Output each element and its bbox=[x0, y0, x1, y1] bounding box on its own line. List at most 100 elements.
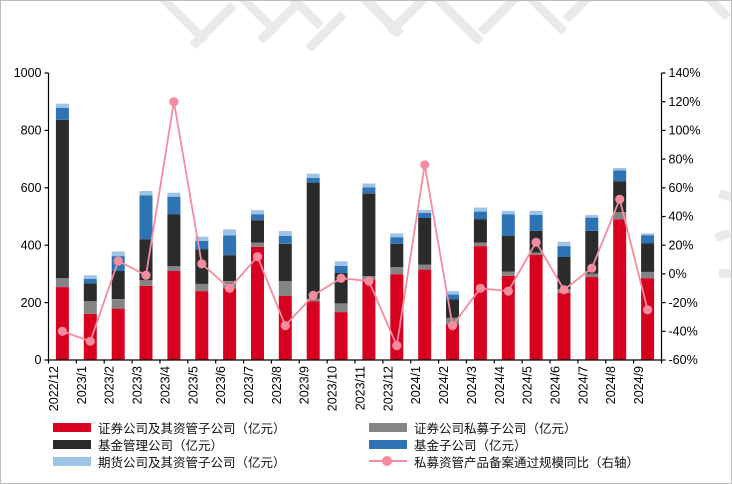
bar-segment bbox=[167, 192, 181, 197]
x-category-label: 2023/10 bbox=[326, 366, 340, 411]
bar-segment bbox=[251, 210, 264, 215]
bar-segment bbox=[167, 196, 181, 215]
bar-segment bbox=[306, 301, 320, 360]
bar-segment bbox=[139, 280, 153, 286]
bar-series-group bbox=[55, 103, 655, 361]
bar-segment bbox=[585, 215, 599, 218]
bar-segment bbox=[557, 241, 571, 247]
bar-segment bbox=[195, 283, 209, 292]
x-category-label: 2023/1 bbox=[75, 366, 89, 404]
right-tick-label: 140% bbox=[669, 66, 701, 80]
legend-item: 证券公司私募子公司（亿元） bbox=[369, 419, 639, 436]
legend-item: 期货公司及其资管子公司（亿元） bbox=[53, 453, 286, 470]
bar-segment bbox=[334, 303, 348, 313]
bar-segment bbox=[613, 219, 627, 360]
bar-segment bbox=[83, 283, 97, 302]
bar-segment bbox=[167, 214, 181, 267]
right-tick-label: 80% bbox=[669, 152, 694, 166]
bar-segment bbox=[557, 292, 571, 360]
left-tick-label: 0 bbox=[35, 353, 42, 367]
bar-segment bbox=[501, 236, 515, 272]
legend-item: 基金子公司（亿元） bbox=[369, 436, 639, 453]
line-marker bbox=[587, 263, 597, 273]
bar-segment bbox=[223, 235, 237, 256]
x-category-label: 2023/6 bbox=[214, 366, 228, 404]
legend-column-left: 证券公司及其资管子公司（亿元） 基金管理公司（亿元） 期货公司及其资管子公司（亿… bbox=[53, 419, 286, 470]
bar-segment bbox=[195, 291, 209, 360]
bar-segment bbox=[473, 219, 487, 243]
bar-segment bbox=[473, 246, 487, 360]
bar-segment bbox=[613, 170, 627, 182]
bar-segment bbox=[501, 271, 515, 276]
right-tick-label: 0% bbox=[669, 267, 687, 281]
bar-segment bbox=[557, 246, 571, 257]
line-marker bbox=[475, 283, 485, 293]
bar-segment bbox=[418, 217, 432, 265]
x-category-label: 2024/3 bbox=[465, 366, 479, 404]
line-marker bbox=[336, 273, 346, 283]
bar-segment bbox=[362, 187, 376, 194]
bar-segment bbox=[223, 229, 237, 236]
bar-segment bbox=[55, 107, 69, 120]
bar-segment bbox=[278, 236, 292, 244]
x-category-label: 2023/4 bbox=[158, 366, 172, 404]
bar-segment bbox=[83, 278, 97, 284]
bar-segment bbox=[529, 210, 543, 215]
legend-label: 证券公司及其资管子公司（亿元） bbox=[98, 421, 286, 436]
bar-segment bbox=[473, 211, 487, 220]
right-tick-label: 100% bbox=[669, 124, 701, 138]
bar-segment bbox=[334, 265, 348, 274]
right-tick-label: -60% bbox=[669, 353, 698, 367]
bar-segment bbox=[641, 271, 655, 279]
x-category-label: 2023/12 bbox=[381, 366, 395, 411]
x-category-label: 2023/3 bbox=[131, 366, 145, 404]
bar-segment bbox=[362, 279, 376, 360]
bar-segment bbox=[529, 252, 543, 255]
bar-segment bbox=[83, 301, 97, 314]
line-path bbox=[62, 101, 649, 349]
x-category-label: 2022/12 bbox=[47, 366, 61, 411]
bar-segment bbox=[223, 255, 237, 281]
bar-segment bbox=[83, 275, 97, 279]
legend-swatch bbox=[53, 422, 91, 432]
bar-segment bbox=[418, 212, 432, 218]
left-tick-label: 600 bbox=[21, 181, 42, 195]
line-marker bbox=[197, 259, 207, 269]
bar-segment bbox=[306, 182, 320, 299]
bar-segment bbox=[641, 233, 655, 236]
bar-segment bbox=[111, 271, 125, 300]
bar-segment bbox=[167, 266, 181, 272]
line-marker bbox=[503, 286, 513, 296]
x-category-label: 2023/11 bbox=[353, 366, 367, 410]
bar-segment bbox=[473, 207, 487, 212]
x-category-label: 2023/5 bbox=[186, 366, 200, 404]
legend-label: 证券公司私募子公司（亿元） bbox=[414, 421, 577, 436]
line-marker bbox=[252, 252, 263, 262]
bar-segment bbox=[585, 277, 599, 360]
bar-segment bbox=[446, 324, 459, 360]
bar-segment bbox=[251, 214, 264, 221]
bar-segment bbox=[167, 271, 181, 360]
bar-segment bbox=[557, 257, 571, 290]
x-category-label: 2024/1 bbox=[409, 366, 423, 404]
bar-segment bbox=[501, 214, 515, 236]
line-marker bbox=[559, 285, 569, 295]
x-category-label: 2024/9 bbox=[632, 366, 646, 404]
bar-segment bbox=[390, 233, 404, 238]
bar-segment bbox=[390, 237, 404, 244]
legend-column-right: 证券公司私募子公司（亿元） 基金子公司（亿元） 私募资管产品备案通过规模同比（右… bbox=[369, 419, 639, 470]
bar-segment bbox=[585, 230, 599, 274]
right-tick-label: 60% bbox=[669, 181, 694, 195]
bar-segment bbox=[278, 243, 292, 282]
x-category-label: 2024/5 bbox=[521, 366, 535, 404]
x-category-label: 2024/2 bbox=[437, 366, 451, 404]
line-series-group bbox=[57, 97, 653, 351]
bar-segment bbox=[55, 103, 69, 108]
line-marker bbox=[392, 341, 402, 351]
bar-segment bbox=[390, 243, 404, 267]
x-category-label: 2024/7 bbox=[576, 366, 590, 404]
bar-segment bbox=[418, 269, 432, 360]
left-tick-label: 1000 bbox=[14, 66, 42, 80]
legend-label: 基金管理公司（亿元） bbox=[98, 438, 224, 453]
